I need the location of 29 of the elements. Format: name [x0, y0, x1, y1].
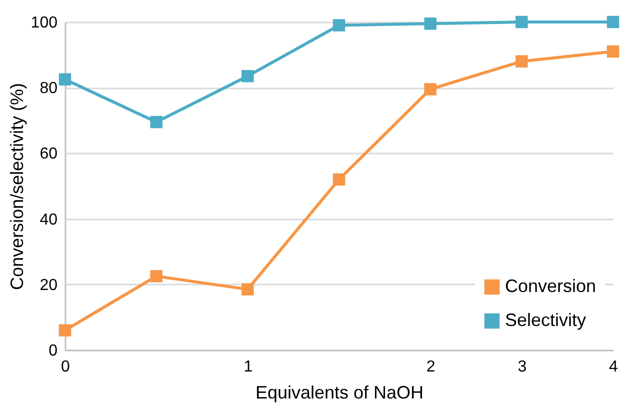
x-tick-label: 1 [244, 358, 253, 376]
point [150, 270, 162, 282]
y-tick-label: 100 [30, 14, 58, 32]
point [332, 173, 346, 186]
x-tick-label: 4 [609, 358, 618, 376]
point [58, 324, 72, 336]
legend-label: Selectivity [505, 310, 586, 330]
y-tick-label: 80 [40, 80, 58, 98]
point [424, 83, 436, 96]
x-tick-label: 3 [518, 358, 527, 376]
legend-label: Conversion [505, 276, 596, 296]
point [606, 45, 620, 58]
point [242, 283, 254, 296]
x-tick-label: 0 [61, 358, 70, 376]
point [58, 73, 72, 86]
point [516, 16, 528, 28]
y-tick-label: 60 [40, 146, 58, 163]
y-tick-label: 0 [48, 342, 58, 360]
x-tick-label: 2 [426, 358, 436, 376]
point [516, 55, 528, 68]
y-axis-title: Conversion/selectivity (%) [6, 82, 27, 290]
point [424, 18, 436, 30]
point [606, 16, 620, 28]
y-tick-label: 40 [40, 211, 58, 228]
x-axis-title: Equivalents of NaOH [255, 382, 424, 402]
point [242, 70, 254, 82]
y-tick-label: 20 [40, 276, 58, 294]
point [150, 116, 162, 128]
point [332, 19, 346, 32]
